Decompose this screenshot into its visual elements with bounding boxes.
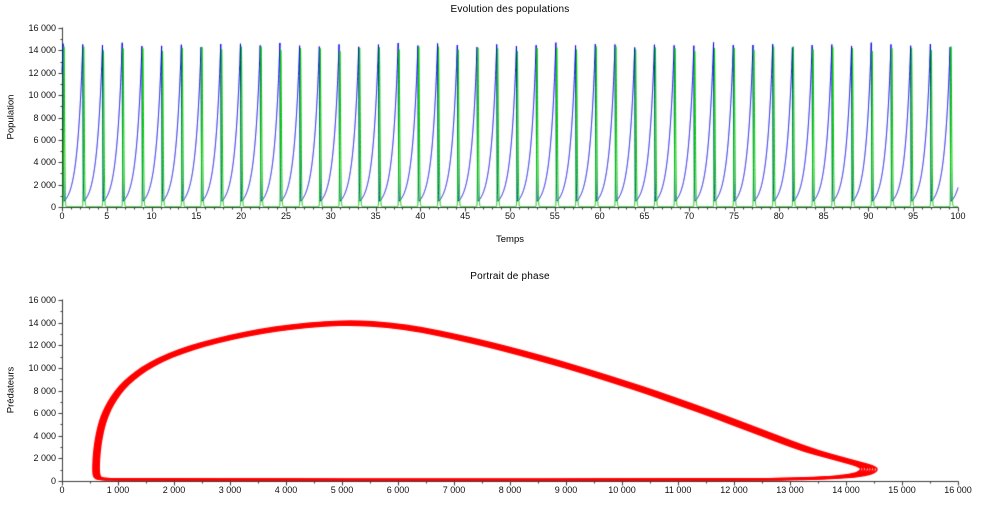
top-chart-ylabel: Population (5, 94, 17, 140)
top-chart-title: Evolution des populations (450, 4, 570, 15)
bottom-chart-ylabel: Prédateurs (5, 366, 17, 414)
top-chart-xlabel: Temps (496, 234, 524, 245)
bottom-chart-title: Portrait de phase (470, 271, 550, 282)
